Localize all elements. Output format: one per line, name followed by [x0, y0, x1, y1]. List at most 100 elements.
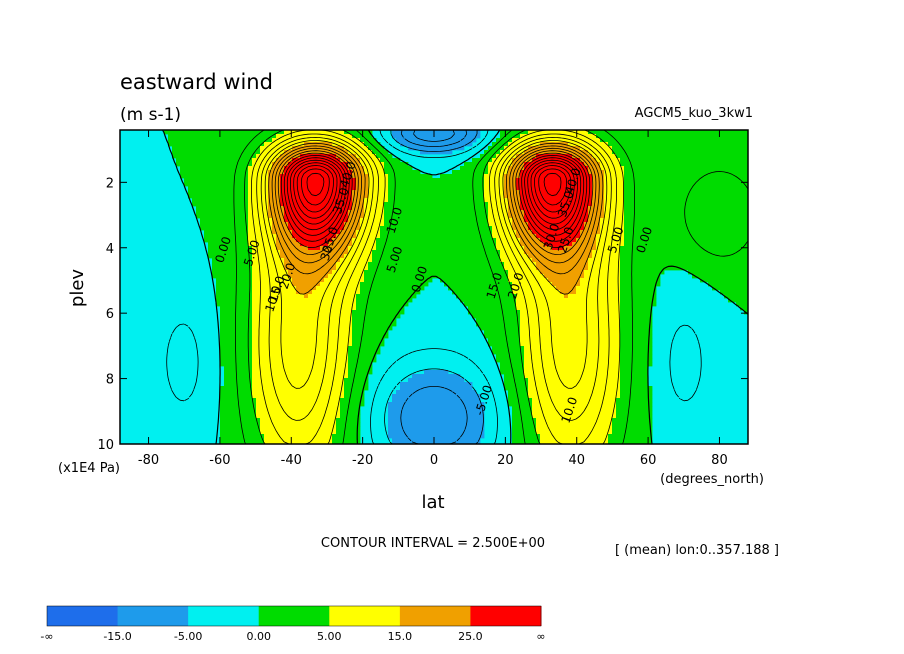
- contour-fill-cell: [512, 442, 541, 445]
- contour-fill-cell: [296, 286, 317, 291]
- contour-fill-cell: [208, 242, 249, 247]
- contour-fill-cell: [620, 386, 653, 391]
- contour-fill-cell: [280, 250, 349, 255]
- contour-fill-cell: [344, 226, 361, 231]
- contour-fill-cell: [560, 290, 577, 295]
- contour-fill-cell: [372, 258, 501, 263]
- contour-fill-cell: [624, 230, 749, 235]
- contour-fill-cell: [620, 330, 653, 335]
- contour-fill-cell: [512, 422, 537, 427]
- contour-fill-cell: [268, 206, 285, 211]
- contour-fill-cell: [580, 146, 613, 151]
- contour-fill-cell: [620, 322, 653, 327]
- contour-fill-cell: [280, 186, 357, 191]
- contour-fill-cell: [688, 270, 749, 275]
- contour-fill-cell: [504, 378, 529, 383]
- contour-fill-cell: [284, 170, 353, 175]
- x-tick-label: -80: [138, 453, 159, 468]
- contour-fill-cell: [500, 130, 529, 135]
- contour-fill-cell: [280, 198, 353, 203]
- contour-fill-cell: [268, 182, 281, 187]
- contour-fill-cell: [592, 194, 605, 199]
- contour-fill-cell: [212, 270, 253, 275]
- contour-fill-cell: [620, 254, 749, 259]
- contour-fill-cell: [384, 166, 413, 171]
- contour-fill-cell: [208, 246, 253, 251]
- contour-fill-cell: [388, 414, 485, 419]
- contour-fill-cell: [520, 338, 621, 343]
- contour-fill-cell: [384, 210, 489, 215]
- contour-fill-cell: [524, 366, 621, 371]
- contour-fill-cell: [580, 230, 601, 235]
- contour-fill-cell: [604, 174, 625, 179]
- contour-fill-cell: [452, 170, 489, 175]
- contour-fill-cell: [536, 426, 613, 431]
- contour-fill-cell: [508, 198, 521, 203]
- contour-fill-cell: [340, 406, 361, 411]
- contour-fill-cell: [344, 222, 361, 227]
- contour-fill-cell: [392, 438, 481, 443]
- contour-fill-cell: [524, 354, 621, 359]
- contour-fill-cell: [508, 390, 529, 395]
- contour-fill-cell: [516, 234, 537, 239]
- contour-fill-cell: [624, 210, 749, 215]
- contour-fill-cell: [596, 158, 621, 163]
- x-tick-label: -20: [352, 453, 373, 468]
- contour-fill-cell: [168, 142, 265, 147]
- contour-fill-cell: [168, 134, 277, 139]
- contour-fill-cell: [176, 162, 253, 167]
- contour-fill-cell: [220, 334, 253, 339]
- contour-fill-cell: [520, 174, 593, 179]
- contour-fill-cell: [264, 442, 333, 445]
- contour-fill-cell: [364, 206, 385, 211]
- contour-fill-cell: [588, 130, 749, 135]
- contour-fill-cell: [208, 254, 253, 259]
- contour-fill-cell: [388, 426, 485, 431]
- contour-line: [286, 157, 582, 231]
- contour-fill-cell: [252, 282, 293, 287]
- contour-fill-cell: [364, 202, 385, 207]
- contour-fill-cell: [464, 162, 489, 167]
- contour-fill-cell: [388, 198, 485, 203]
- contour-fill-cell: [252, 262, 285, 267]
- contour-fill-cell: [496, 238, 521, 243]
- contour-fill-cell: [360, 282, 429, 287]
- contour-fill-cell: [412, 374, 461, 379]
- contour-fill-cell: [184, 178, 249, 183]
- contour-fill-cell: [512, 414, 533, 419]
- contour-fill-cell: [196, 206, 249, 211]
- contour-fill-cell: [288, 270, 333, 275]
- contour-fill-cell: [620, 306, 653, 311]
- contour-line: [244, 129, 624, 445]
- contour-fill-cell: [508, 270, 541, 275]
- contour-fill-cell: [220, 330, 253, 335]
- contour-fill-cell: [348, 166, 365, 171]
- contour-fill-cell: [348, 358, 377, 363]
- y-axis-ticks: 2 4 6 8 10: [97, 176, 748, 453]
- contour-fill-cell: [504, 262, 537, 267]
- contour-fill-cell: [532, 230, 581, 235]
- contour-fill-cell: [620, 314, 653, 319]
- contour-fill-cell: [216, 302, 253, 307]
- contour-fill-cell: [620, 318, 653, 323]
- contour-fill-cell: [616, 398, 653, 403]
- contour-fill-cell: [524, 362, 621, 367]
- contour-fill-cell: [384, 170, 421, 175]
- contour-fill-cell: [520, 206, 589, 211]
- contour-fill-cell: [284, 262, 337, 267]
- contour-fill-cell: [612, 146, 749, 151]
- contour-fill-cell: [348, 250, 373, 255]
- contour-fill-cell: [352, 310, 405, 315]
- contour-fill-cell: [532, 410, 617, 415]
- contour-fill-cell: [600, 230, 625, 235]
- contour-fill-cell: [524, 358, 621, 363]
- contour-fill-cell: [220, 326, 253, 331]
- contour-fill-cell: [272, 230, 293, 235]
- contour-fill-cell: [352, 314, 401, 319]
- contour-fill-cell: [692, 274, 749, 279]
- contour-fill-cell: [344, 254, 373, 259]
- contour-fill-cell: [272, 226, 289, 231]
- contour-fill-cell: [468, 310, 521, 315]
- contour-fill-cell: [328, 274, 365, 279]
- contour-fill-cell: [392, 130, 481, 135]
